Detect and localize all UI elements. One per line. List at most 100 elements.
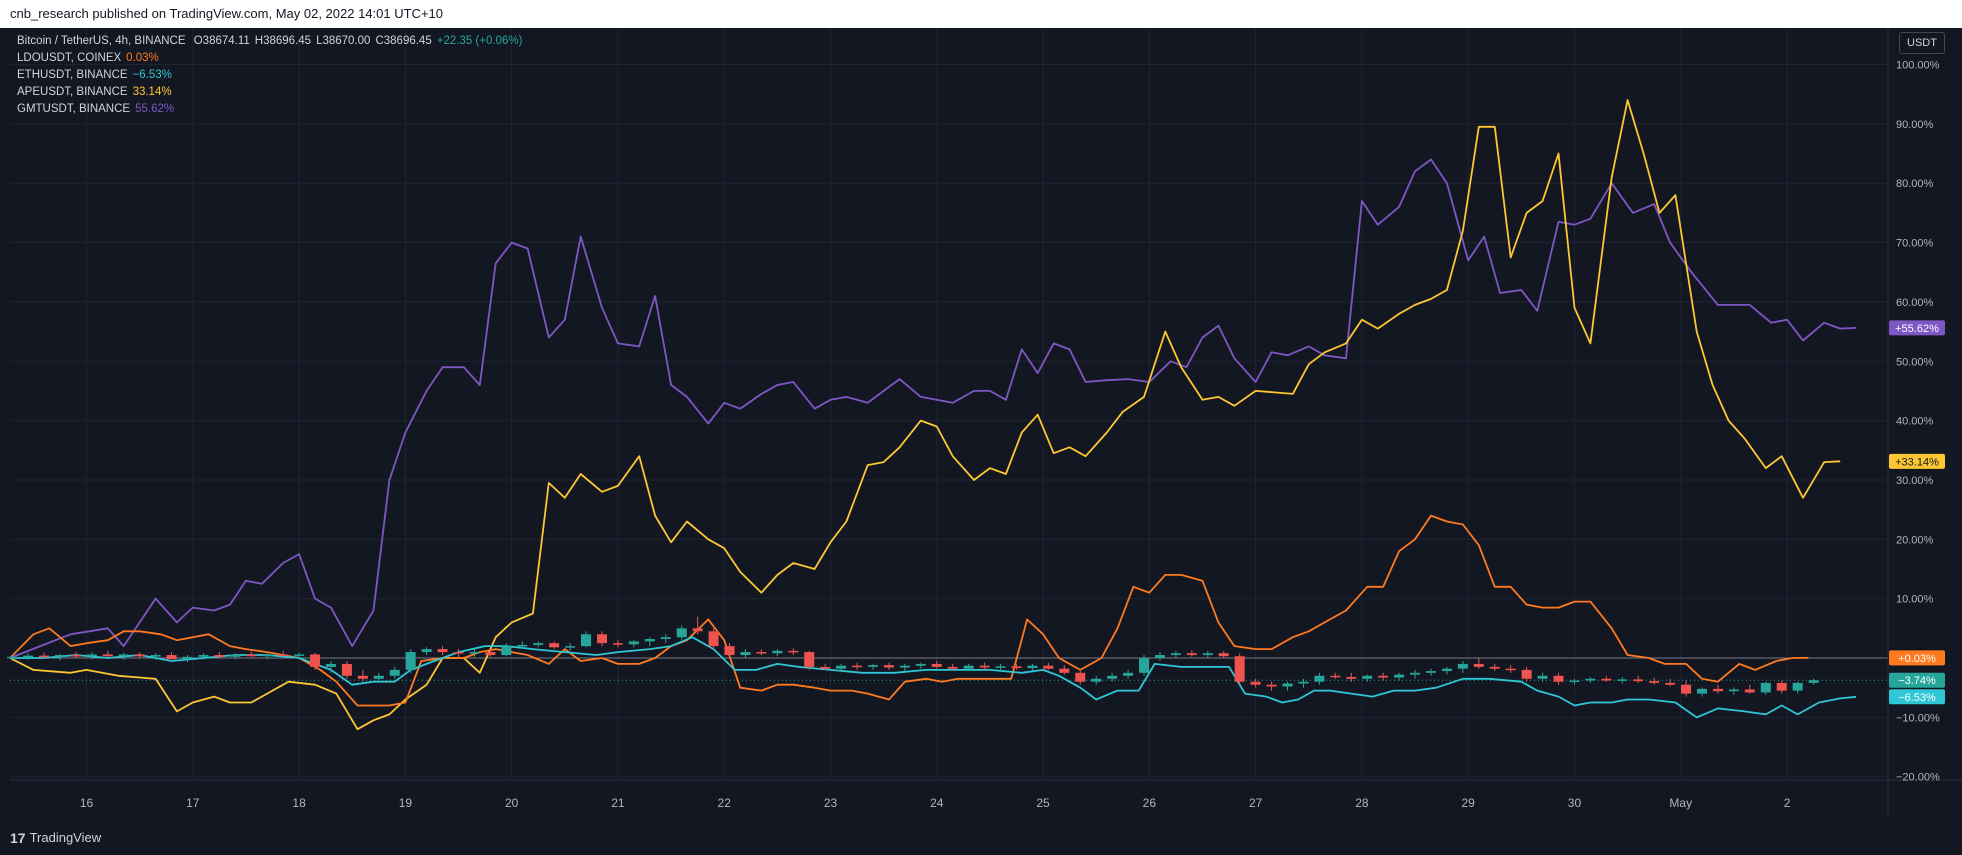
candle-body	[357, 675, 368, 679]
candle-body	[1059, 668, 1070, 673]
candle-body	[1489, 666, 1500, 669]
y-tick-label: 30.00%	[1896, 475, 1934, 487]
candle-body	[373, 675, 384, 679]
candle-body	[405, 652, 416, 670]
candle-body	[868, 665, 879, 667]
candle-body	[1585, 678, 1596, 681]
candle-body	[1425, 671, 1436, 673]
candle-body	[1665, 682, 1676, 685]
chart-legend: Bitcoin / TetherUS, 4h, BINANCE O38674.1…	[17, 33, 522, 118]
candle-body	[1154, 655, 1165, 658]
candle-body	[1027, 665, 1038, 669]
x-tick-label: 17	[186, 796, 200, 810]
chart-grid	[10, 28, 1962, 818]
legend-compare-gmt[interactable]: GMTUSDT, BINANCE 55.62%	[17, 101, 522, 118]
legend-compare-ldo[interactable]: LDOUSDT, COINEX 0.03%	[17, 50, 522, 67]
publish-info-bar: cnb_research published on TradingView.co…	[0, 0, 1962, 28]
price-chart[interactable]: −20.00% −10.00% 10.00% 20.00% 30.00% 40.00% 50…	[0, 0, 1962, 820]
candle-body	[708, 631, 719, 647]
candle-body	[150, 655, 161, 657]
compare-name: ETHUSDT, BINANCE	[17, 69, 128, 81]
btc-candles	[7, 616, 1819, 697]
candle-body	[581, 634, 592, 647]
candle-body	[469, 652, 480, 654]
candle-body	[1553, 675, 1564, 682]
last-value-tag	[1889, 672, 1945, 688]
main-symbol-name: Bitcoin / TetherUS, 4h, BINANCE	[17, 35, 186, 47]
y-tick-label: 100.00%	[1896, 60, 1940, 72]
y-tick-label: 60.00%	[1896, 297, 1934, 309]
currency-label: USDT	[1907, 37, 1937, 49]
candle-body	[756, 652, 767, 654]
x-tick-label: May	[1669, 796, 1692, 810]
candle-body	[7, 656, 18, 659]
candle-body	[852, 665, 863, 668]
series-line	[10, 636, 1857, 719]
candle-body	[453, 652, 464, 654]
candle-body	[310, 654, 321, 667]
candle-body	[1744, 689, 1755, 693]
candle-body	[1394, 674, 1405, 678]
last-value-label: −6.53%	[1898, 692, 1936, 704]
candle-body	[1457, 663, 1468, 669]
candle-body	[1234, 656, 1245, 682]
last-value-label: +33.14%	[1895, 456, 1939, 468]
candle-body	[1202, 653, 1213, 656]
x-tick-label: 29	[1462, 796, 1476, 810]
candle-body	[1043, 665, 1054, 669]
ohlc-low: L38670.00	[316, 35, 371, 47]
ohlc-change: +22.35 (+0.06%)	[436, 35, 523, 47]
x-tick-label: 2	[1784, 796, 1791, 810]
x-tick-label: 24	[930, 796, 944, 810]
ohlc-high: H38696.45	[254, 35, 312, 47]
candle-body	[1346, 676, 1357, 679]
candle-body	[166, 655, 177, 660]
compare-value: 33.14%	[132, 86, 172, 98]
candle-body	[134, 654, 145, 657]
tradingview-brand[interactable]: TradingView	[29, 830, 102, 845]
y-tick-label: −20.00%	[1896, 772, 1940, 784]
legend-main-symbol[interactable]: Bitcoin / TetherUS, 4h, BINANCE O38674.1…	[17, 33, 522, 50]
candle-body	[517, 644, 528, 647]
candle-body	[565, 646, 576, 648]
tradingview-logo-icon: 17	[10, 829, 26, 846]
x-tick-label: 18	[292, 796, 306, 810]
currency-button[interactable]: USDT	[1899, 32, 1945, 54]
candle-body	[230, 654, 241, 657]
candle-body	[1712, 688, 1723, 692]
candle-body	[1601, 678, 1612, 681]
candle-body	[1362, 675, 1373, 679]
candle-body	[804, 652, 815, 667]
legend-compare-eth[interactable]: ETHUSDT, BINANCE −6.53%	[17, 67, 522, 84]
candle-body	[182, 656, 193, 660]
candle-body	[198, 655, 209, 657]
ohlc-close: C38696.45	[375, 35, 432, 47]
candle-body	[676, 628, 687, 638]
compare-value: 55.62%	[135, 103, 175, 115]
candle-body	[644, 639, 655, 642]
x-tick-label: 27	[1249, 796, 1263, 810]
candle-body	[549, 643, 560, 648]
candle-body	[979, 665, 990, 668]
candle-body	[118, 654, 129, 657]
y-tick-label: 50.00%	[1896, 356, 1934, 368]
last-value-label: +0.03%	[1898, 653, 1936, 665]
legend-compare-ape[interactable]: APEUSDT, BINANCE 33.14%	[17, 84, 522, 101]
last-value-tag	[1889, 689, 1945, 705]
candle-body	[1298, 681, 1309, 684]
compare-name: GMTUSDT, BINANCE	[17, 103, 131, 115]
x-tick-label: 19	[399, 796, 413, 810]
candle-body	[246, 654, 257, 657]
candle-body	[931, 663, 942, 667]
ohlc-open: O38674.11	[193, 35, 250, 47]
compare-name: APEUSDT, BINANCE	[17, 86, 128, 98]
y-axis: −20.00% −10.00% 10.00% 20.00% 30.00% 40.00% 50…	[1896, 60, 1940, 784]
series-lines	[9, 99, 1857, 731]
candle-body	[421, 649, 432, 653]
compare-value: 0.03%	[126, 52, 159, 64]
series-line	[9, 158, 1857, 659]
candle-body	[1728, 689, 1739, 692]
candle-body	[86, 654, 97, 657]
series-line	[9, 514, 1809, 707]
x-tick-label: 28	[1355, 796, 1369, 810]
